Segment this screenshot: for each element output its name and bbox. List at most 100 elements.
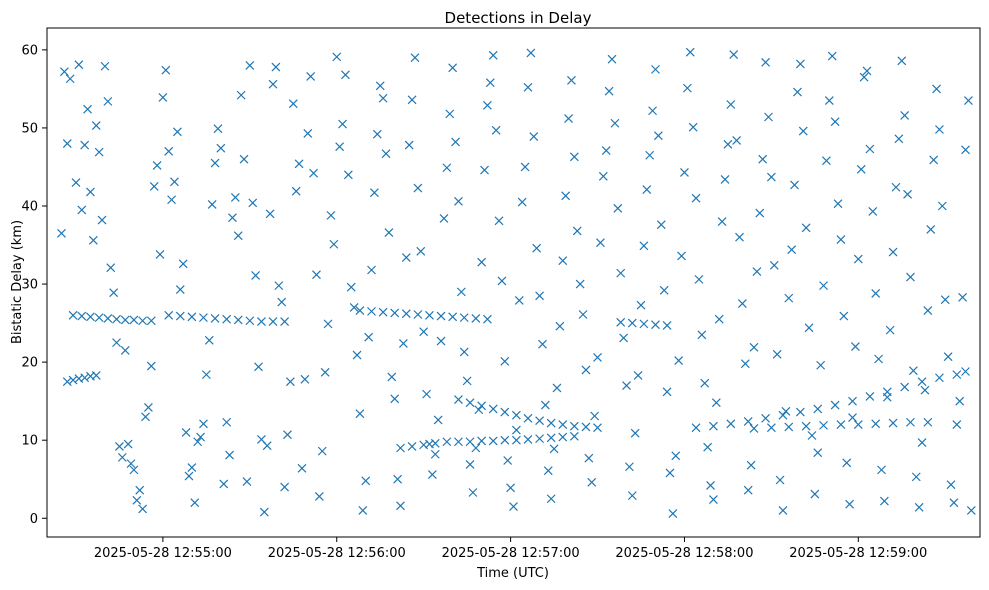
data-point [746, 460, 756, 470]
data-point [361, 476, 371, 486]
data-point [961, 145, 970, 155]
data-point [378, 93, 388, 103]
data-point [538, 339, 547, 349]
data-point [294, 159, 304, 169]
data-point [790, 180, 799, 190]
data-point [138, 504, 148, 514]
data-point [375, 81, 385, 91]
data-point [900, 382, 910, 392]
data-point [764, 112, 773, 122]
data-point [778, 506, 788, 515]
data-point [590, 411, 600, 421]
data-point [167, 195, 177, 205]
data-point [425, 310, 434, 320]
data-point [251, 271, 261, 280]
data-point [77, 311, 87, 321]
data-point [755, 208, 765, 218]
data-point [691, 423, 701, 433]
data-point [943, 352, 953, 362]
data-point [456, 287, 466, 297]
x-axis-label: Time (UTC) [476, 566, 549, 581]
data-point [575, 279, 585, 289]
data-point [517, 197, 527, 207]
data-point [735, 232, 744, 242]
data-point [364, 332, 374, 342]
data-point [723, 139, 733, 149]
data-point [671, 451, 681, 461]
data-point [410, 53, 420, 63]
data-point [65, 74, 75, 84]
data-point [132, 495, 142, 505]
data-point [178, 259, 188, 269]
data-point [491, 125, 501, 135]
data-point [839, 311, 849, 321]
data-point [546, 433, 556, 443]
data-point [384, 228, 394, 237]
data-point [280, 482, 290, 492]
data-point [326, 210, 336, 220]
data-point [908, 366, 918, 376]
data-point [871, 419, 881, 429]
data-point [961, 367, 970, 376]
data-point [369, 188, 379, 198]
data-point [598, 171, 608, 181]
data-point [581, 422, 591, 432]
data-point [500, 356, 510, 366]
data-point [888, 247, 898, 257]
data-point [569, 421, 579, 431]
data-point [199, 313, 208, 323]
data-point [966, 506, 976, 515]
y-axis: 0 10 20 30 40 50 60 [21, 43, 47, 527]
data-point [613, 203, 623, 213]
data-point [71, 178, 81, 187]
data-point [648, 106, 658, 116]
data-point [277, 297, 287, 307]
data-point [448, 63, 458, 73]
data-point [709, 495, 718, 504]
data-point [630, 428, 640, 438]
data-point [335, 142, 345, 152]
data-point [752, 267, 762, 276]
data-point [94, 313, 104, 323]
data-point [201, 370, 211, 380]
data-point [607, 54, 617, 64]
data-point [624, 462, 634, 472]
data-point [558, 432, 568, 442]
data-point [511, 425, 521, 435]
data-point [228, 213, 237, 223]
data-point [535, 416, 545, 426]
data-point [827, 51, 837, 61]
data-point [662, 321, 672, 330]
data-point [462, 376, 472, 386]
data-point [540, 400, 550, 410]
data-point [633, 370, 643, 380]
data-point [149, 182, 159, 191]
data-point [413, 183, 423, 193]
data-point [222, 314, 232, 324]
data-point [830, 117, 840, 127]
data-point [691, 193, 701, 203]
data-point [164, 310, 174, 320]
data-point [83, 104, 92, 114]
data-point [685, 47, 695, 57]
data-point [740, 359, 750, 369]
data-point [813, 404, 823, 414]
data-point [798, 126, 808, 136]
data-point [761, 57, 771, 67]
data-point [520, 162, 530, 172]
data-point [848, 396, 857, 406]
data-point [769, 260, 779, 270]
data-point [239, 154, 249, 164]
data-point [937, 201, 947, 211]
data-point [436, 311, 446, 321]
data-point [155, 249, 165, 259]
data-point [523, 413, 533, 423]
data-point [381, 149, 391, 159]
data-point [642, 185, 652, 195]
data-point [236, 90, 246, 100]
data-point [349, 303, 359, 312]
data-point [352, 350, 362, 360]
data-point [651, 64, 660, 74]
data-point [766, 423, 776, 433]
data-point [674, 356, 684, 365]
